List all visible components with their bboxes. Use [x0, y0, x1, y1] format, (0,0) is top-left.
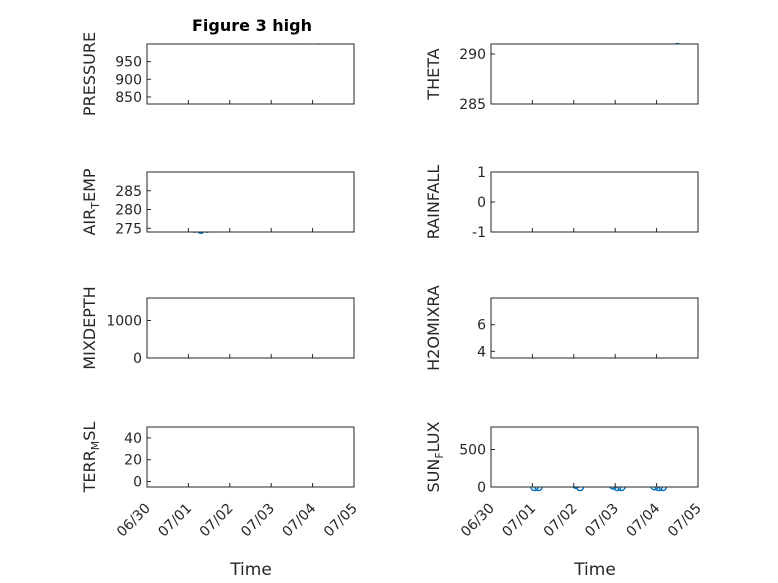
panel-mixdepth: 0 1000 MIXDEPTH	[80, 286, 355, 370]
y-tick-label: 1000	[106, 314, 142, 330]
y-tick-label: 285	[459, 97, 486, 113]
axes-frame	[490, 171, 699, 233]
y-axis-label: SUNFLUX	[424, 421, 446, 492]
y-axis-label: TERRMSL	[80, 422, 102, 494]
y-tick-label: 290	[459, 47, 486, 63]
y-tick-label: 40	[124, 431, 142, 447]
y-tick-label: 275	[115, 221, 142, 237]
axes-frame	[146, 426, 355, 488]
axes-frame	[146, 297, 355, 359]
x-tick-label: 06/30	[114, 501, 154, 541]
x-tick-label: 07/05	[665, 501, 705, 541]
y-tick-label: 850	[115, 90, 142, 106]
x-tick-label: 07/02	[541, 501, 581, 541]
y-tick-label: 285	[115, 184, 142, 200]
axes-frame	[146, 43, 355, 105]
y-axis-label: PRESSURE	[80, 32, 99, 116]
panel-air_temp: 275 280 285 AIRTEMP	[80, 168, 355, 237]
y-tick-label: 950	[115, 55, 142, 71]
x-tick-label: 07/01	[155, 501, 195, 541]
x-tick-label: 07/04	[624, 500, 664, 540]
x-tick-label: 07/01	[499, 501, 539, 541]
panel-rainfall: -1 0 1 RAINFALL	[424, 165, 699, 241]
y-tick-label: 0	[477, 480, 486, 496]
y-tick-label: 0	[133, 475, 142, 491]
x-tick-label: 07/03	[238, 501, 278, 541]
y-tick-label: -1	[472, 225, 486, 241]
y-tick-label: 20	[124, 453, 142, 469]
x-tick-label: 07/04	[280, 500, 320, 540]
x-axis-label-right: Time	[573, 560, 616, 580]
x-tick-label: 07/02	[197, 501, 237, 541]
x-tick-label: 07/03	[582, 501, 622, 541]
panel-sun_flux: 0 500 06/30 07/01 07/02 07/03 07/04 07/05 SUNFLU…	[424, 421, 705, 540]
panel-terr_msl: 0 20 40 06/30 07/01 07/02 07/03 07/04 07/05 TERRM…	[80, 422, 361, 541]
y-tick-label: 500	[459, 443, 486, 459]
y-tick-label: 280	[115, 203, 142, 219]
y-axis-label: THETA	[424, 48, 443, 100]
y-tick-label: 0	[133, 351, 142, 367]
x-axis-label-left: Time	[229, 560, 272, 580]
panel-h2omixra: 4 6 H2OMIXRA	[424, 285, 699, 371]
panel-theta: 285 290 THETA	[424, 42, 699, 113]
y-tick-label: 1	[477, 165, 486, 181]
axes-frame	[146, 171, 355, 233]
y-tick-label: 900	[115, 72, 142, 88]
axes-frame	[490, 297, 699, 359]
y-axis-label: AIRTEMP	[80, 168, 102, 235]
x-tick-label: 07/05	[321, 501, 361, 541]
figure-title: Figure 3 high	[192, 16, 312, 35]
y-tick-label: 4	[477, 344, 486, 360]
x-tick-label: 06/30	[458, 501, 498, 541]
y-tick-label: 0	[477, 195, 486, 211]
axes-frame	[490, 426, 699, 488]
y-tick-label: 6	[477, 318, 486, 334]
y-axis-label: RAINFALL	[424, 165, 443, 240]
y-axis-label: H2OMIXRA	[424, 285, 443, 371]
y-axis-label: MIXDEPTH	[80, 286, 99, 369]
axes-frame	[490, 43, 699, 105]
